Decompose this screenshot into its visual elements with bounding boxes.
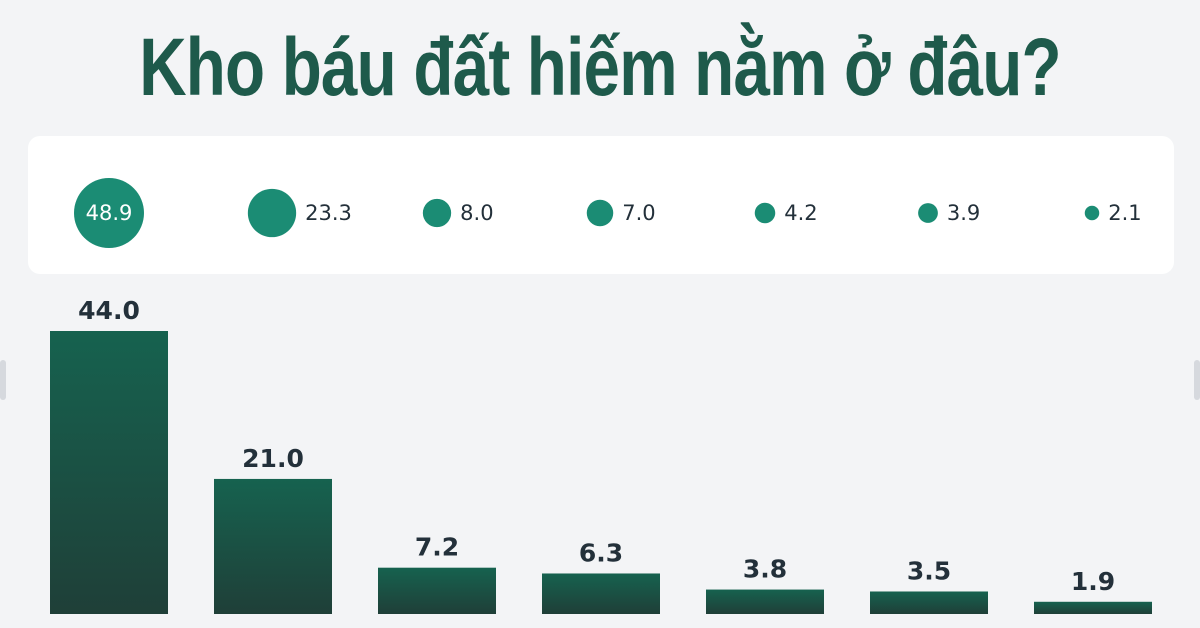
bar-series: 44.0 21.0 7.2 6.3 3.8 3.5 1.9 [50,296,1152,614]
bubble-label-7: 2.1 [1108,201,1141,225]
bar-1 [50,331,168,614]
bar-5 [706,589,824,614]
bubble-label-4: 7.0 [622,201,655,225]
bubble-label-6: 3.9 [947,201,980,225]
bubble-5 [754,202,776,224]
bar-value-label-5: 3.8 [743,555,787,584]
bubble-3 [422,198,452,228]
bar-7 [1034,601,1152,614]
bar-value-label-2: 21.0 [242,444,304,473]
right-edge-handle [1194,360,1200,400]
bubble-6 [918,203,938,223]
bubble-2 [247,188,297,238]
bubble-label-3: 8.0 [460,201,493,225]
bubble-1 [74,178,144,248]
page-title: Kho báu đất hiếm nằm ở đâu? [139,22,1061,113]
bubble-7 [1084,205,1100,221]
bubble-series: 48.9 23.3 8.0 7.0 4.2 3.9 2.1 [74,178,1142,248]
bar-value-label-3: 7.2 [415,533,459,562]
bubble-label-1: 48.9 [86,201,133,225]
bar-2 [214,478,332,614]
bubble-label-5: 4.2 [784,201,817,225]
bar-value-label-7: 1.9 [1071,567,1115,596]
bar-value-label-1: 44.0 [78,296,140,325]
bar-value-label-6: 3.5 [907,556,951,585]
bar-3 [378,567,496,614]
left-edge-handle [0,360,6,400]
bar-4 [542,573,660,614]
bubble-4 [586,199,614,227]
bubble-label-2: 23.3 [305,201,352,225]
bar-value-label-4: 6.3 [579,538,623,567]
bar-6 [870,591,988,614]
